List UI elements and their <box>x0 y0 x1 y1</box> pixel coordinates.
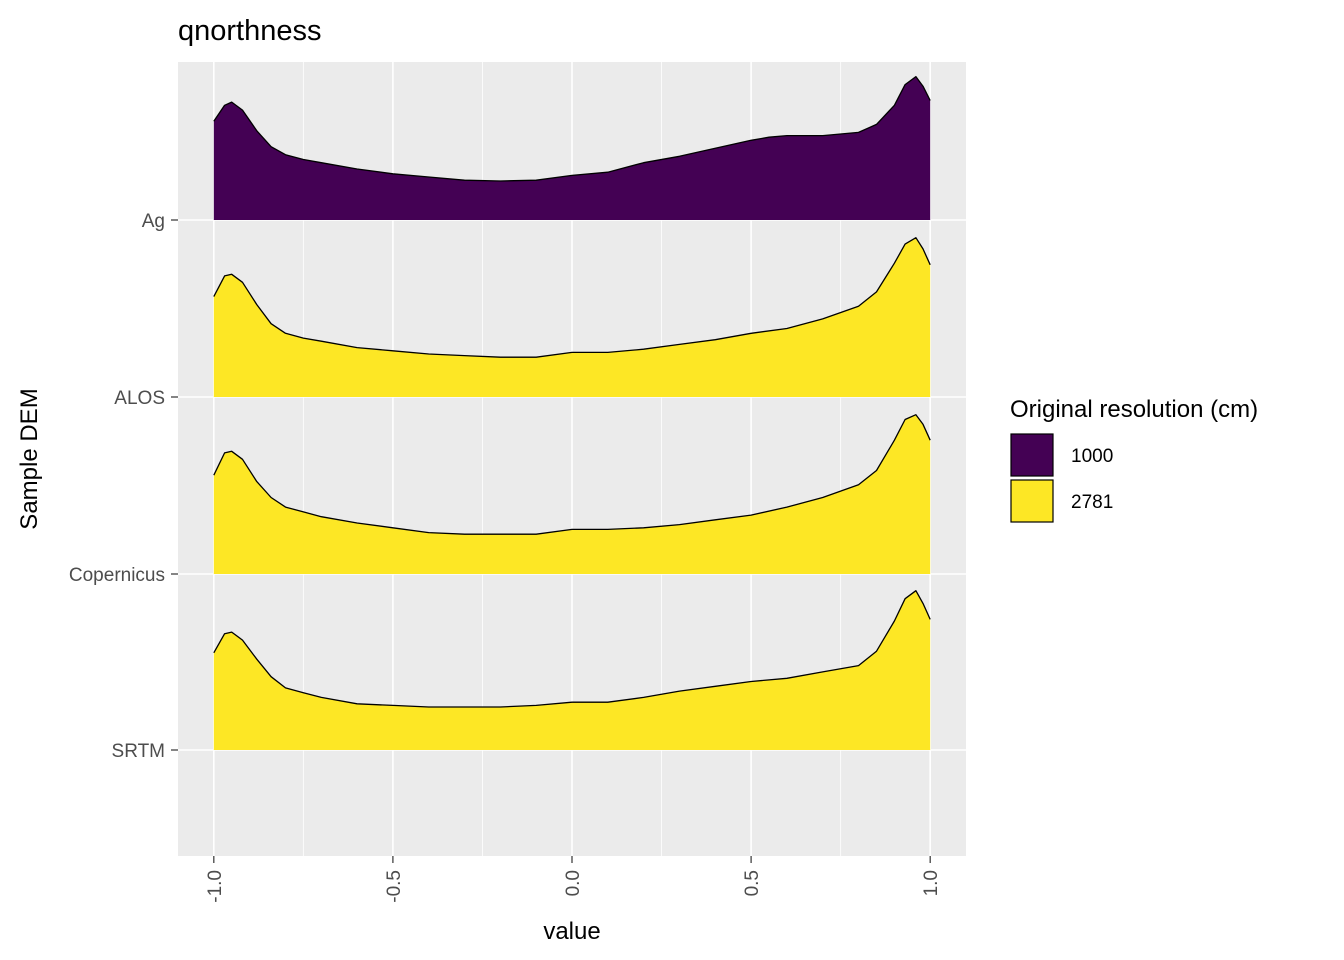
ridge-area-ag <box>213 76 931 220</box>
legend-title: Original resolution (cm) <box>1010 396 1258 423</box>
legend: Original resolution (cm) 1000 2781 <box>1010 396 1258 523</box>
chart-title: qnorthness <box>178 15 322 47</box>
x-tick-label: -0.5 <box>384 870 405 903</box>
ridge-area-copernicus <box>213 414 931 574</box>
y-tick-label: SRTM <box>112 741 165 762</box>
x-tick-label: 0.5 <box>742 870 763 896</box>
x-tick-label: 1.0 <box>921 870 942 896</box>
legend-key <box>1010 479 1054 523</box>
ridge-area-alos <box>213 237 931 397</box>
ridge-line-srtm <box>213 590 931 708</box>
ridge-line-alos <box>213 237 931 358</box>
legend-label: 2781 <box>1071 492 1113 513</box>
x-tick-label: -1.0 <box>205 870 226 903</box>
y-tick-label: Ag <box>142 211 165 232</box>
ridge-line-ag <box>213 75 931 182</box>
y-tick-label: ALOS <box>114 388 165 409</box>
y-axis: Ag ALOS Copernicus SRTM <box>69 211 178 762</box>
ridge-area-srtm <box>213 590 931 750</box>
y-tick-label: Copernicus <box>69 565 165 586</box>
y-axis-title: Sample DEM <box>16 388 43 529</box>
legend-key <box>1010 433 1054 477</box>
x-tick-label: 0.0 <box>563 870 584 896</box>
ridge-line-copernicus <box>213 414 931 535</box>
x-axis-title: value <box>543 918 600 945</box>
legend-label: 1000 <box>1071 446 1113 467</box>
x-axis: -1.0 -0.5 0.0 0.5 1.0 <box>205 856 942 903</box>
ridges <box>213 75 931 750</box>
